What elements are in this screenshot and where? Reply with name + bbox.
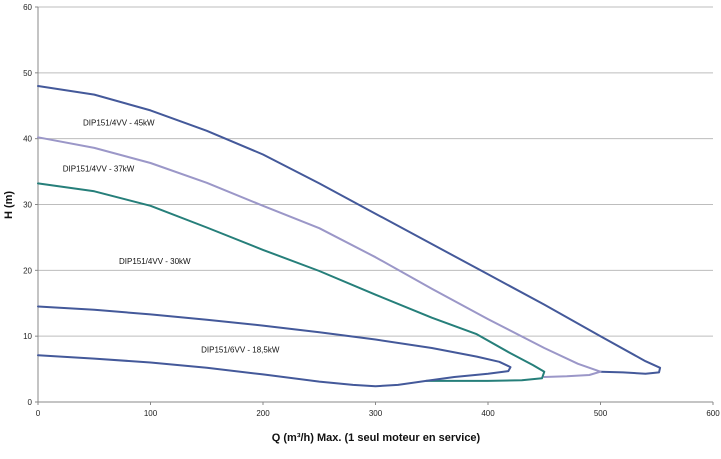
series-curve-1 (37, 85, 662, 375)
gridlines (38, 6, 713, 337)
y-axis-title: H (m) (3, 191, 15, 219)
series-curve-2 (37, 136, 602, 378)
axes (35, 6, 714, 405)
y-tick-label: 0 (28, 398, 33, 407)
x-tick-label: 200 (256, 409, 270, 418)
y-tick-label: 60 (23, 3, 32, 12)
x-tick-label: 600 (706, 409, 720, 418)
curve-label-2: DIP151/4VV - 37kW (63, 165, 135, 174)
y-tick-label: 20 (23, 266, 32, 275)
y-tick-label: 30 (23, 201, 32, 210)
curve-label-3: DIP151/4VV - 30kW (119, 257, 191, 266)
x-tick-label: 100 (144, 409, 158, 418)
y-tick-label: 10 (23, 332, 32, 341)
curve-label-4: DIP151/6VV - 18,5kW (201, 346, 280, 355)
curve-label-1: DIP151/4VV - 45kW (83, 119, 155, 128)
series-curve-3 (37, 182, 546, 382)
x-tick-labels: 0 100 200 300 400 500 600 (36, 409, 720, 418)
series-curve-4 (37, 305, 512, 388)
x-tick-label: 500 (594, 409, 608, 418)
x-tick-label: 300 (369, 409, 383, 418)
x-axis-title: Q (m³/h) Max. (1 seul moteur en service) (272, 432, 481, 444)
curve-annotations: DIP151/4VV - 45kW DIP151/4VV - 37kW DIP151… (63, 119, 280, 355)
y-tick-label: 40 (23, 135, 32, 144)
y-tick-label: 50 (23, 69, 32, 78)
x-tick-label: 0 (36, 409, 41, 418)
x-tick-label: 400 (481, 409, 495, 418)
y-tick-labels: 0 10 20 30 40 50 60 (23, 3, 32, 407)
series-curves (37, 85, 662, 388)
